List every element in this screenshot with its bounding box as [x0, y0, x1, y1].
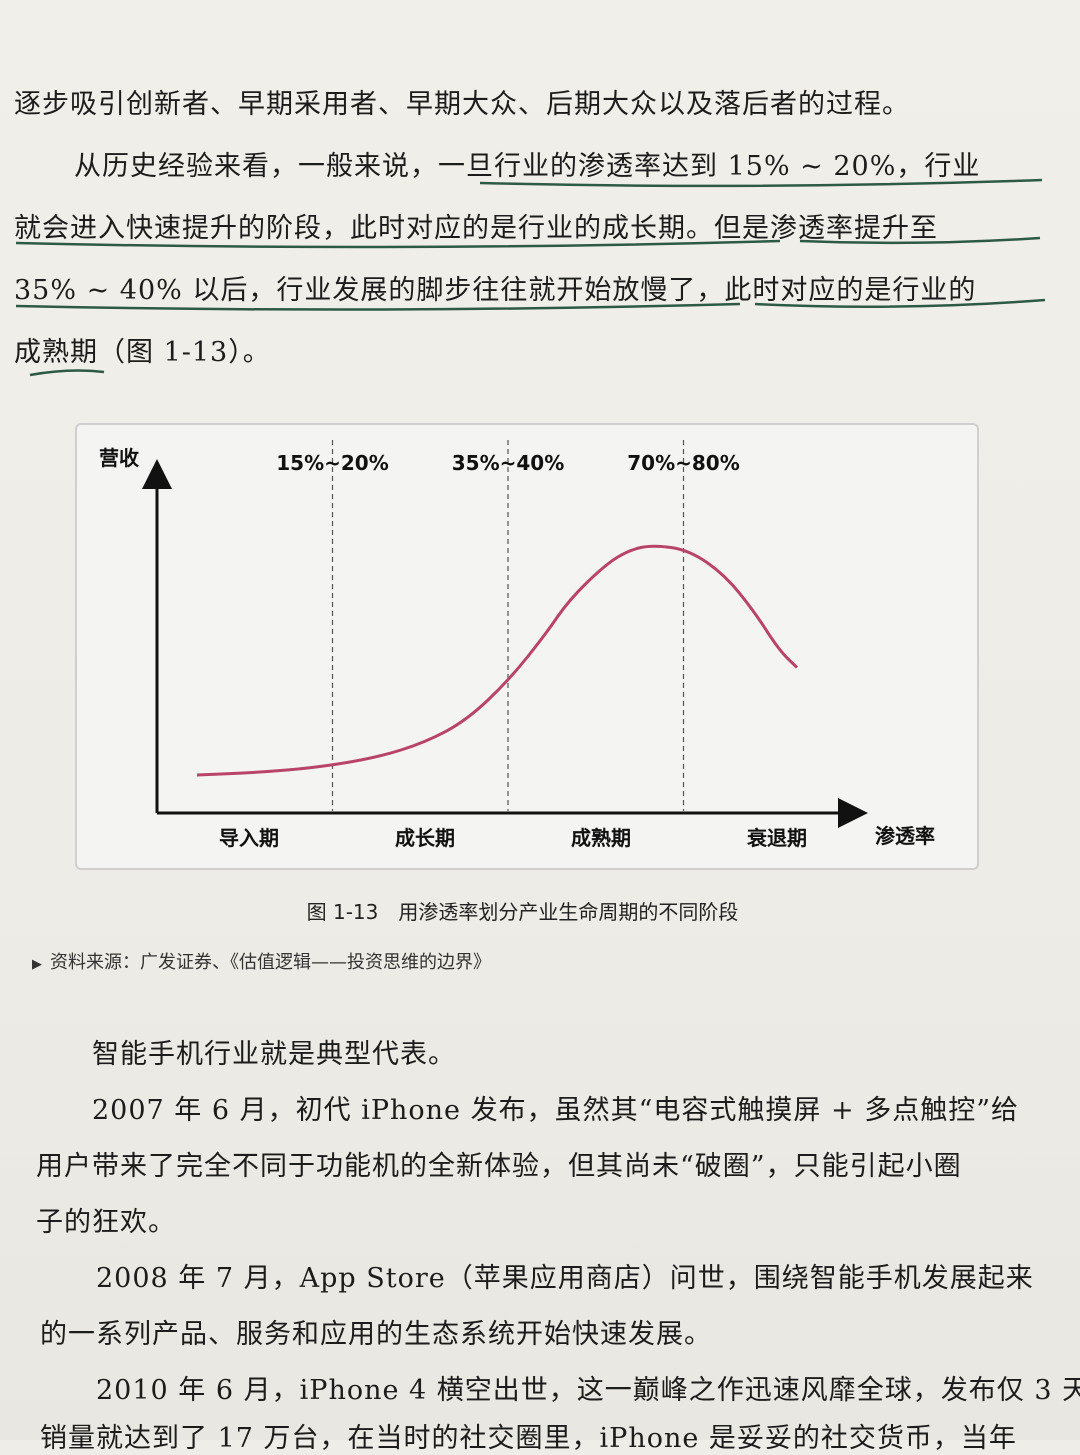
underline-mark — [754, 298, 1046, 308]
x-axis-label: 渗透率 — [875, 824, 935, 848]
underline-mark — [799, 236, 1041, 245]
underline-mark — [29, 369, 105, 377]
text-line: 就会进入快速提升的阶段，此时对应的是行业的成长期。但是渗透率提升至 — [14, 213, 938, 244]
text-line: 子的狂欢。 — [36, 1207, 176, 1238]
source-text: 资料来源：广发证券、《估值逻辑——投资思维的边界》 — [50, 952, 491, 973]
stage-label: 成熟期 — [571, 826, 631, 850]
text-line: 成熟期（图 1-13）。 — [14, 337, 271, 368]
text-line: 逐步吸引创新者、早期采用者、早期大众、后期大众以及落后者的过程。 — [14, 89, 910, 120]
top-text-block: 逐步吸引创新者、早期采用者、早期大众、后期大众以及落后者的过程。 从历史经验来看… — [0, 0, 1080, 380]
bottom-text-block: 智能手机行业就是典型代表。 2007 年 6 月，初代 iPhone 发布，虽然… — [0, 1000, 1080, 1454]
text-line: 用户带来了完全不同于功能机的全新体验，但其尚未“破圈”，只能引起小圈 — [36, 1151, 962, 1182]
threshold-label: 70%~80% — [627, 451, 740, 475]
figure-caption: 图 1-13 用渗透率划分产业生命周期的不同阶段 — [306, 900, 739, 924]
revenue-curve — [196, 544, 799, 777]
text-line: 2008 年 7 月，App Store（苹果应用商店）问世，围绕智能手机发展起… — [96, 1263, 1034, 1294]
stage-label: 成长期 — [395, 826, 455, 850]
underline-mark — [15, 302, 741, 311]
threshold-label: 15%~20% — [276, 451, 389, 475]
text-line: 35% ~ 40% 以后，行业发展的脚步往往就开始放慢了，此时对应的是行业的 — [14, 275, 977, 306]
text-line: 销量就达到了 17 万台，在当时的社交圈里，iPhone 是妥妥的社交货币，当年 — [40, 1423, 1017, 1454]
chart-svg: 营收 渗透率 15%~20% 35%~40% 70%~80% 导入期 成长期 成熟期 衰退… — [99, 440, 935, 850]
text-line: 2010 年 6 月，iPhone 4 横空出世，这一巅峰之作迅速风靡全球，发布… — [96, 1375, 1080, 1406]
underline-mark — [479, 178, 1043, 188]
underline-mark — [15, 239, 781, 249]
figure-source: ▶ 资料来源：广发证券、《估值逻辑——投资思维的边界》 — [32, 948, 491, 974]
stage-label: 导入期 — [219, 826, 279, 850]
text-line: 2007 年 6 月，初代 iPhone 发布，虽然其“电容式触摸屏 + 多点触… — [92, 1095, 1020, 1126]
text-line: 从历史经验来看，一般来说，一旦行业的渗透率达到 15% ~ 20%，行业 — [74, 151, 981, 182]
lifecycle-chart: 营收 渗透率 15%~20% 35%~40% 70%~80% 导入期 成长期 成熟期 衰退… — [75, 423, 979, 870]
text-line: 的一系列产品、服务和应用的生态系统开始快速发展。 — [40, 1319, 712, 1350]
threshold-label: 35%~40% — [452, 451, 565, 475]
stage-label: 衰退期 — [746, 826, 807, 850]
y-axis-label: 营收 — [99, 446, 139, 470]
pen-underline-annotations — [15, 178, 1046, 377]
text-line: 智能手机行业就是典型代表。 — [92, 1039, 456, 1070]
triangle-bullet-icon: ▶ — [32, 957, 42, 972]
